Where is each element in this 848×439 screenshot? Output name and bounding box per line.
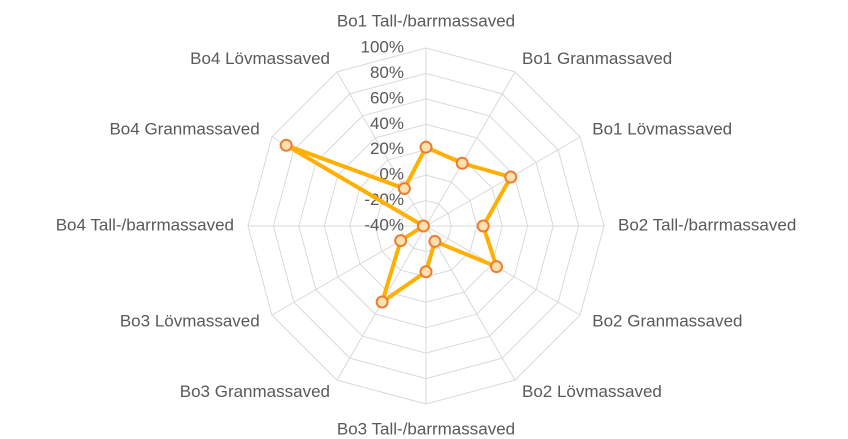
marker xyxy=(279,138,293,152)
marker xyxy=(375,295,389,309)
y-tick-label: 100% xyxy=(361,37,404,56)
y-tick-label: 60% xyxy=(370,88,404,107)
marker xyxy=(428,234,442,248)
category-label: Bo3 Lövmassaved xyxy=(120,311,260,330)
y-tick-label: 20% xyxy=(370,139,404,158)
spoke xyxy=(425,225,581,316)
category-label: Bo3 Granmassaved xyxy=(180,382,330,401)
marker xyxy=(419,265,433,279)
marker xyxy=(416,219,430,233)
y-tick-label: -40% xyxy=(364,215,404,234)
category-label: Bo4 Granmassaved xyxy=(109,119,259,138)
marker xyxy=(419,140,433,154)
category-label: Bo1 Tall-/barrmassaved xyxy=(337,11,515,30)
category-label: Bo3 Tall-/barrmassaved xyxy=(337,419,515,438)
y-tick-label: 0% xyxy=(379,165,404,184)
category-label: Bo2 Lövmassaved xyxy=(522,382,662,401)
category-label: Bo1 Lövmassaved xyxy=(592,119,732,138)
marker xyxy=(397,182,411,196)
spoke xyxy=(425,225,516,381)
category-label: Bo1 Granmassaved xyxy=(522,49,672,68)
grid-ring xyxy=(247,47,605,405)
category-label: Bo2 Tall-/barrmassaved xyxy=(618,215,796,234)
spoke xyxy=(425,136,581,227)
marker xyxy=(394,234,408,248)
category-label: Bo4 Lövmassaved xyxy=(190,49,330,68)
marker xyxy=(455,156,469,170)
y-tick-label: 40% xyxy=(370,114,404,133)
marker xyxy=(476,219,490,233)
category-label: Bo2 Granmassaved xyxy=(592,311,742,330)
spoke xyxy=(336,71,427,227)
category-label: Bo4 Tall-/barrmassaved xyxy=(56,215,234,234)
marker xyxy=(504,170,518,184)
marker xyxy=(489,260,503,274)
y-tick-label: 80% xyxy=(370,63,404,82)
spoke xyxy=(425,71,516,227)
